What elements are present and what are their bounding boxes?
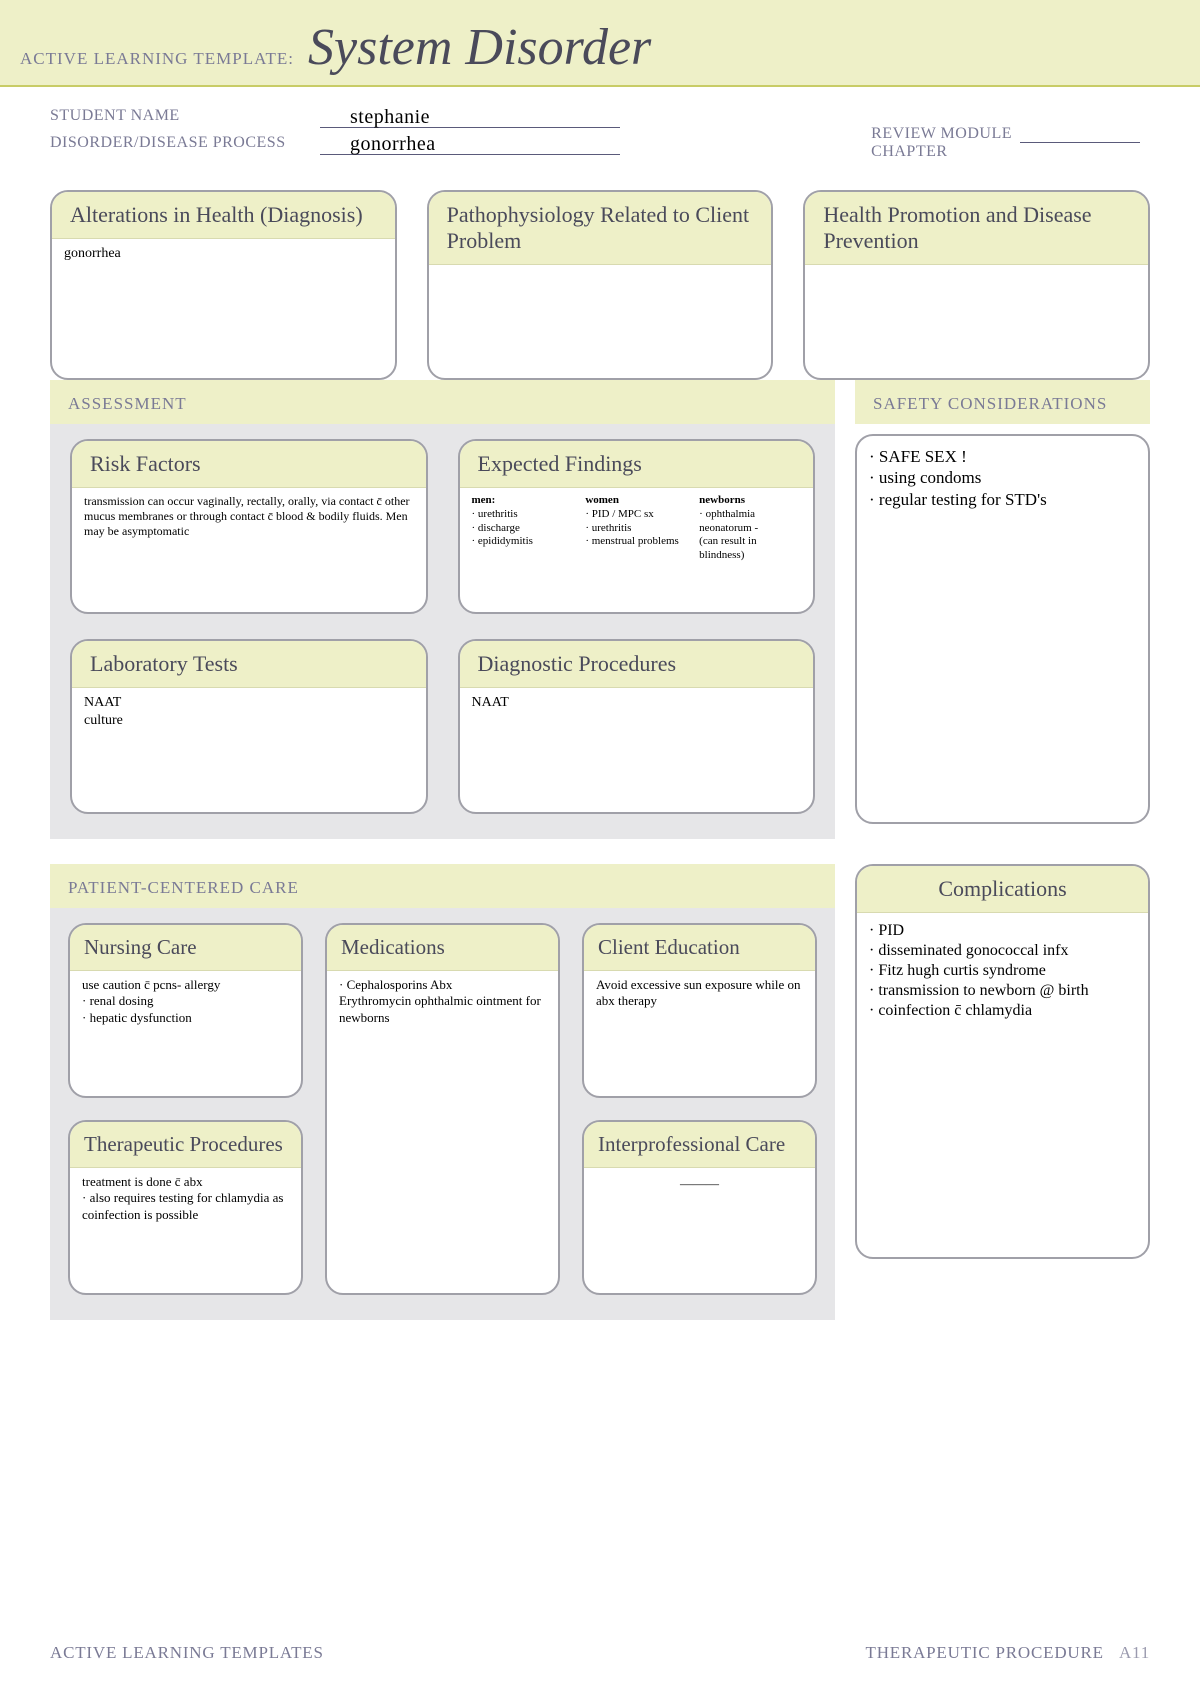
inter-body: ——— [584,1168,815,1202]
client-body: Avoid excessive sun exposure while on ab… [584,971,815,1020]
therapeutic-body: treatment is done c̄ abx · also requires… [70,1168,301,1233]
nursing-body: use caution c̄ pcns- allergy · renal dos… [70,971,301,1036]
safety-box: · SAFE SEX ! · using condoms · regular t… [855,434,1150,824]
safety-section: SAFETY CONSIDERATIONS · SAFE SEX ! · usi… [855,405,1150,839]
assessment-label: ASSESSMENT [50,380,835,424]
risk-factors-box: Risk Factors transmission can occur vagi… [70,439,428,614]
diag-proc-box: Diagnostic Procedures NAAT [458,639,816,814]
medications-box: Medications · Cephalosporins Abx Erythro… [325,923,560,1295]
expected-findings-box: Expected Findings men: · urethritis · dis… [458,439,816,614]
top-three-row: Alterations in Health (Diagnosis) gonorr… [50,190,1150,380]
ef-col3-h: newborns [699,494,745,506]
lab-head: Laboratory Tests [72,641,426,688]
diag-body: NAAT [460,688,814,722]
meds-body: · Cephalosporins Abx Erythromycin ophtha… [327,971,558,1036]
client-edu-box: Client Education Avoid excessive sun exp… [582,923,817,1098]
complications-body: · PID · disseminated gonococcal infx · F… [857,913,1148,1031]
assessment-section: ASSESSMENT Risk Factors transmission can… [50,380,835,839]
complications-column: Complications · PID · disseminated gonoc… [855,864,1150,1320]
review-line1: REVIEW MODULE [871,125,1012,142]
pcc-section: PATIENT-CENTERED CARE Nursing Care use c… [50,864,835,1320]
ef-col3: · ophthalmia neonatorum - (can result in… [699,508,758,561]
promotion-box: Health Promotion and Disease Prevention [803,190,1150,380]
client-head: Client Education [584,925,815,971]
page-footer: ACTIVE LEARNING TEMPLATES THERAPEUTIC PR… [50,1643,1150,1663]
banner-prefix: ACTIVE LEARNING TEMPLATE: [20,49,294,69]
promotion-body [805,265,1148,281]
meds-head: Medications [327,925,558,971]
expected-body: men: · urethritis · discharge · epididymi… [460,488,814,573]
student-name-value: stephanie [320,107,620,128]
safety-body: · SAFE SEX ! · using condoms · regular t… [857,436,1148,520]
footer-left: ACTIVE LEARNING TEMPLATES [50,1643,324,1663]
therapeutic-head: Therapeutic Procedures [70,1122,301,1168]
pcc-label: PATIENT-CENTERED CARE [50,864,835,908]
complications-head: Complications [857,866,1148,913]
student-name-label: STUDENT NAME [50,107,320,128]
alterations-box: Alterations in Health (Diagnosis) gonorr… [50,190,397,380]
therapeutic-proc-box: Therapeutic Procedures treatment is done… [68,1120,303,1295]
inter-head: Interprofessional Care [584,1122,815,1168]
interprofessional-box: Interprofessional Care ——— [582,1120,817,1295]
ef-col1-h: men: [472,494,496,506]
patho-head: Pathophysiology Related to Client Proble… [429,192,772,265]
nursing-head: Nursing Care [70,925,301,971]
banner-title: System Disorder [308,18,651,77]
disorder-value: gonorrhea [320,134,620,155]
disorder-label: DISORDER/DISEASE PROCESS [50,134,320,155]
safety-label: SAFETY CONSIDERATIONS [855,380,1150,424]
ef-col2-h: women [585,494,619,506]
risk-body: transmission can occur vaginally, rectal… [72,488,426,549]
diag-head: Diagnostic Procedures [460,641,814,688]
review-module-label: REVIEW MODULE CHAPTER [871,125,1140,161]
ef-col1: · urethritis · discharge · epididymitis [472,508,533,548]
patho-body [429,265,772,281]
footer-page-code: A11 [1119,1643,1150,1662]
patho-box: Pathophysiology Related to Client Proble… [427,190,774,380]
promotion-head: Health Promotion and Disease Prevention [805,192,1148,265]
ef-col2: · PID / MPC sx · urethritis · menstrual … [585,508,678,548]
alterations-head: Alterations in Health (Diagnosis) [52,192,395,239]
nursing-care-box: Nursing Care use caution c̄ pcns- allerg… [68,923,303,1098]
risk-head: Risk Factors [72,441,426,488]
lab-tests-box: Laboratory Tests NAAT culture [70,639,428,814]
review-line2: CHAPTER [871,143,1140,161]
lab-body: NAAT culture [72,688,426,739]
expected-head: Expected Findings [460,441,814,488]
page-banner: ACTIVE LEARNING TEMPLATE: System Disorde… [0,0,1200,87]
alterations-body: gonorrhea [52,239,395,273]
complications-box: Complications · PID · disseminated gonoc… [855,864,1150,1259]
footer-right-label: THERAPEUTIC PROCEDURE [866,1643,1104,1662]
